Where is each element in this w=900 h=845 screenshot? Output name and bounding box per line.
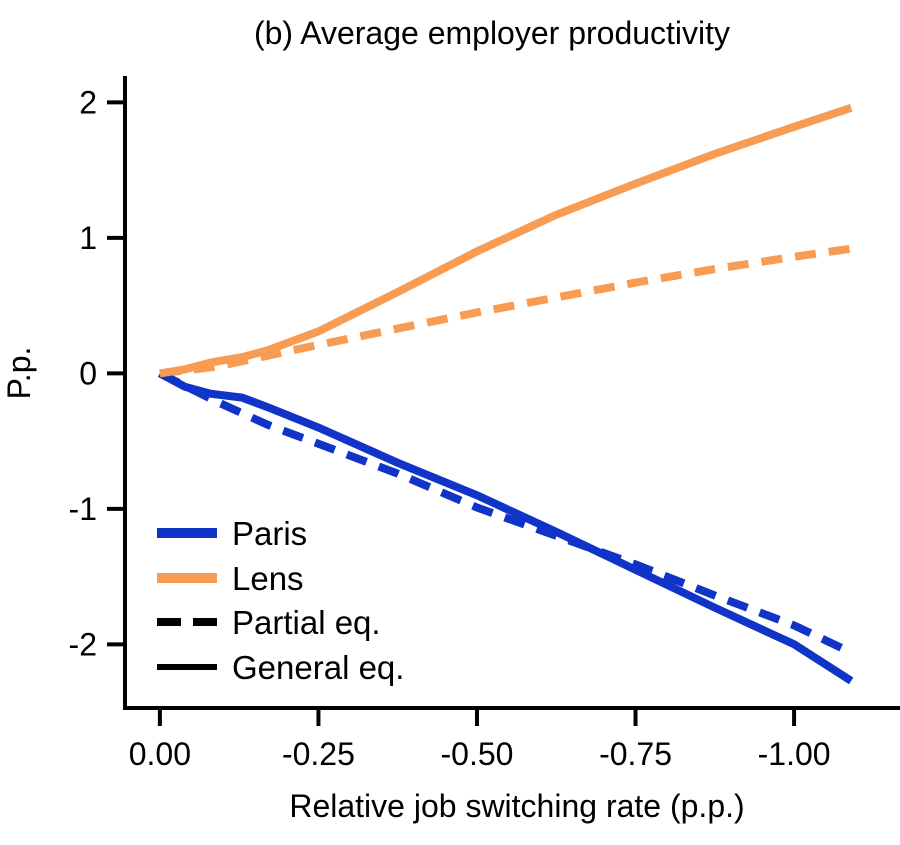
y-tick-label: 0 xyxy=(79,355,97,391)
y-axis-label: P.p. xyxy=(1,347,37,400)
y-tick-label: -2 xyxy=(69,626,97,662)
y-tick-label: 2 xyxy=(79,84,97,120)
legend-label-1: Paris xyxy=(232,515,307,552)
x-tick-label: 0.00 xyxy=(129,736,191,772)
x-tick-label: -0.25 xyxy=(282,736,355,772)
x-tick-label: -0.50 xyxy=(441,736,514,772)
x-tick-label: -0.75 xyxy=(599,736,672,772)
line-lens-general-eq xyxy=(159,104,853,378)
x-axis-label: Relative job switching rate (p.p.) xyxy=(289,788,744,824)
x-tick-label: -1.00 xyxy=(758,736,831,772)
line-paris-partial-eq xyxy=(158,369,853,657)
axes: 0.00 -0.25 -0.50 -0.75 -1.00 2 1 0 -1 -2 xyxy=(69,76,900,772)
chart-title: (b) Average employer productivity xyxy=(254,15,730,51)
y-tick-label: 1 xyxy=(79,220,97,256)
legend-label-4: General eq. xyxy=(232,649,404,686)
legend-label-3: Partial eq. xyxy=(232,604,381,641)
legend: Paris Lens Partial eq. General eq. xyxy=(157,515,404,686)
y-tick-label: -1 xyxy=(69,491,97,527)
axis-spines xyxy=(123,76,900,710)
line-lens-partial-eq xyxy=(159,244,852,378)
legend-label-2: Lens xyxy=(232,560,304,597)
line-paris-general-eq xyxy=(158,369,854,685)
series-lines xyxy=(158,104,854,685)
